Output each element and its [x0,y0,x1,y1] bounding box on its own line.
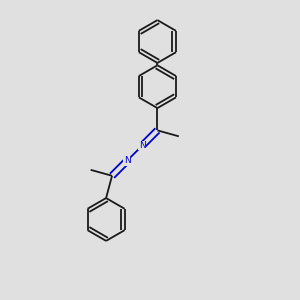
Text: N: N [139,141,146,150]
Text: N: N [124,156,130,165]
